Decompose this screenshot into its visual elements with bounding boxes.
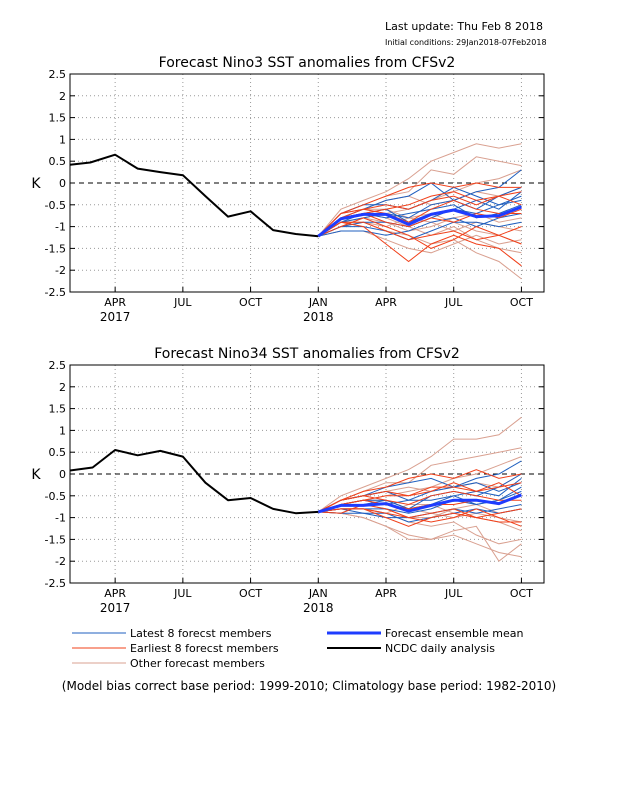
x-tick-label: JAN bbox=[308, 587, 328, 600]
other-member-line bbox=[318, 416, 522, 513]
analysis-line bbox=[69, 449, 319, 515]
y-tick-label: 1 bbox=[59, 133, 66, 146]
chart-title: Forecast Nino34 SST anomalies from CFSv2 bbox=[154, 346, 460, 362]
x-tick-label: JUL bbox=[444, 296, 463, 309]
y-tick-label: 0 bbox=[59, 177, 66, 190]
other-member-line bbox=[318, 511, 522, 558]
initial-conditions-text: Initial conditions: 29Jan2018-07Feb2018 bbox=[385, 38, 547, 47]
legend-earliest-label: Earliest 8 forecst members bbox=[130, 642, 279, 655]
footnote: (Model bias correct base period: 1999-20… bbox=[62, 679, 556, 693]
y-tick-label: 0 bbox=[59, 468, 66, 481]
y-axis-label: K bbox=[31, 176, 41, 192]
y-tick-label: -2 bbox=[55, 555, 66, 568]
earliest-member-line bbox=[318, 508, 522, 519]
y-tick-label: -2.5 bbox=[45, 577, 66, 590]
earliest-member-line bbox=[317, 182, 522, 237]
earliest-member-line bbox=[318, 469, 522, 513]
y-tick-label: -2.5 bbox=[45, 286, 66, 299]
earliest-member-line bbox=[317, 199, 522, 237]
legend-analysis-label: NCDC daily analysis bbox=[385, 642, 495, 655]
latest-member-line bbox=[318, 213, 522, 237]
y-tick-label: -0.5 bbox=[45, 490, 66, 503]
x-tick-label: OCT bbox=[239, 587, 262, 600]
latest-member-line bbox=[318, 221, 522, 241]
x-tick-year-label: 2018 bbox=[303, 601, 334, 615]
y-tick-label: 2 bbox=[59, 90, 66, 103]
y-tick-label: 2.5 bbox=[49, 68, 67, 81]
y-tick-label: 2.5 bbox=[49, 359, 67, 372]
y-tick-label: -2 bbox=[55, 264, 66, 277]
x-tick-label: OCT bbox=[510, 587, 533, 600]
legend-latest-label: Latest 8 forecst members bbox=[130, 627, 272, 640]
x-tick-year-label: 2017 bbox=[100, 310, 131, 324]
x-tick-label: JAN bbox=[308, 296, 328, 309]
legend-mean-label: Forecast ensemble mean bbox=[385, 627, 524, 640]
earliest-member-line bbox=[318, 221, 522, 241]
legend: Latest 8 forecst members Earliest 8 fore… bbox=[72, 627, 524, 670]
x-tick-label: JUL bbox=[444, 587, 463, 600]
earliest-member-line bbox=[318, 482, 522, 513]
y-tick-label: 1.5 bbox=[49, 112, 67, 125]
earliest-member-line bbox=[318, 221, 522, 267]
x-tick-label: APR bbox=[375, 296, 397, 309]
earliest-member-line bbox=[317, 191, 522, 237]
nino34-panel: Forecast Nino34 SST anomalies from CFSv2… bbox=[31, 346, 545, 615]
ensemble-mean-line bbox=[317, 205, 522, 238]
y-tick-label: 0.5 bbox=[49, 155, 67, 168]
legend-other-label: Other forecast members bbox=[130, 657, 265, 670]
y-tick-label: 1.5 bbox=[49, 403, 67, 416]
y-tick-label: 2 bbox=[59, 381, 66, 394]
y-tick-label: -1.5 bbox=[45, 533, 66, 546]
x-tick-label: JUL bbox=[173, 587, 192, 600]
x-tick-label: APR bbox=[375, 587, 397, 600]
x-tick-label: OCT bbox=[510, 296, 533, 309]
y-tick-label: 0.5 bbox=[49, 446, 67, 459]
y-tick-label: -1 bbox=[55, 512, 66, 525]
other-member-line bbox=[317, 143, 522, 237]
x-tick-label: APR bbox=[104, 587, 126, 600]
x-tick-label: OCT bbox=[239, 296, 262, 309]
latest-member-line bbox=[318, 191, 522, 237]
x-tick-year-label: 2018 bbox=[303, 310, 334, 324]
chart-title: Forecast Nino3 SST anomalies from CFSv2 bbox=[159, 55, 456, 71]
analysis-line bbox=[69, 153, 319, 238]
x-tick-label: APR bbox=[104, 296, 126, 309]
plot-frame bbox=[69, 73, 545, 293]
y-tick-label: -1 bbox=[55, 221, 66, 234]
other-member-line bbox=[317, 156, 522, 237]
y-axis-label: K bbox=[31, 467, 41, 483]
last-update-text: Last update: Thu Feb 8 2018 bbox=[385, 20, 543, 33]
y-tick-label: -0.5 bbox=[45, 199, 66, 212]
earliest-member-line bbox=[317, 191, 522, 237]
x-tick-year-label: 2017 bbox=[100, 601, 131, 615]
y-tick-label: -1.5 bbox=[45, 242, 66, 255]
ensemble-mean-line bbox=[317, 493, 522, 514]
other-member-line bbox=[318, 511, 522, 562]
y-tick-label: 1 bbox=[59, 424, 66, 437]
nino3-panel: Forecast Nino3 SST anomalies from CFSv2 2… bbox=[31, 55, 545, 324]
plot-frame bbox=[69, 364, 545, 584]
x-tick-label: JUL bbox=[173, 296, 192, 309]
